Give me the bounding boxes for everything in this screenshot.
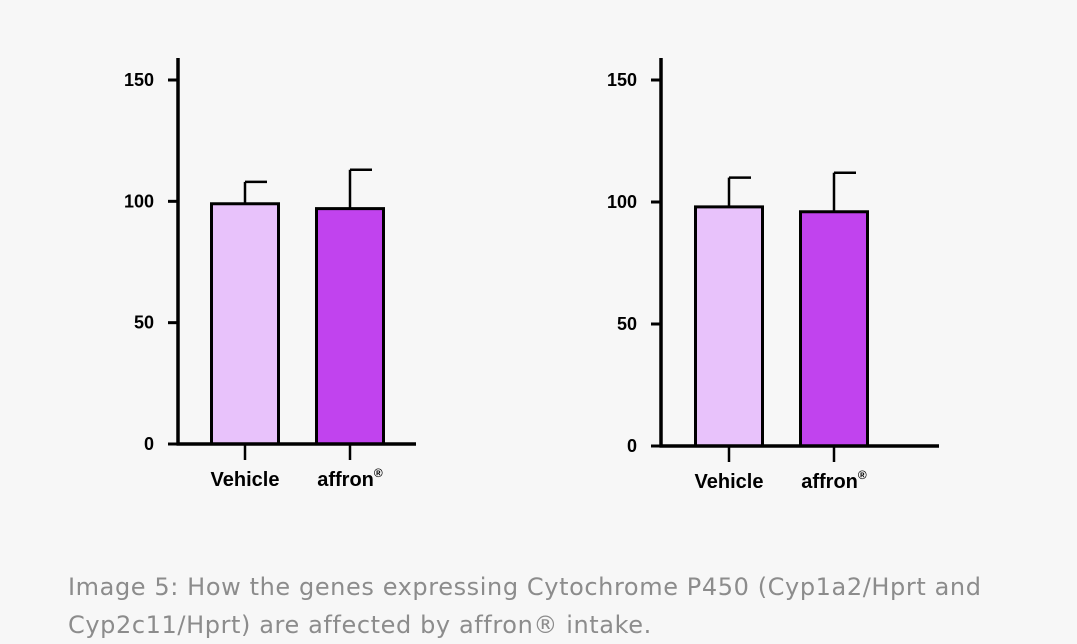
y-tick-label: 150 <box>124 70 154 90</box>
y-tick-label: 150 <box>607 70 637 90</box>
y-tick-label: 100 <box>607 192 637 212</box>
y-tick-label: 0 <box>144 434 154 454</box>
x-tick-label: affron® <box>801 468 867 493</box>
bar <box>694 205 764 448</box>
x-tick-label: affron® <box>317 466 383 491</box>
y-tick-label: 100 <box>124 191 154 211</box>
bar <box>315 207 385 446</box>
y-tick-label: 50 <box>134 313 154 333</box>
bar <box>799 210 869 448</box>
bar-charts: 0 50 100 150 Vehicle affron® 0 50 100 150 Vehicle a… <box>124 58 939 493</box>
charts-area: 0 50 100 150 Vehicle affron® 0 50 100 150 Vehicle a… <box>124 58 939 493</box>
x-tick-label: Vehicle <box>211 469 280 491</box>
y-tick-label: 0 <box>627 436 637 456</box>
bar <box>210 202 280 446</box>
figure-caption: Image 5: How the genes expressing Cytoch… <box>68 573 982 639</box>
y-tick-label: 50 <box>617 314 637 334</box>
x-tick-label: Vehicle <box>695 471 764 493</box>
